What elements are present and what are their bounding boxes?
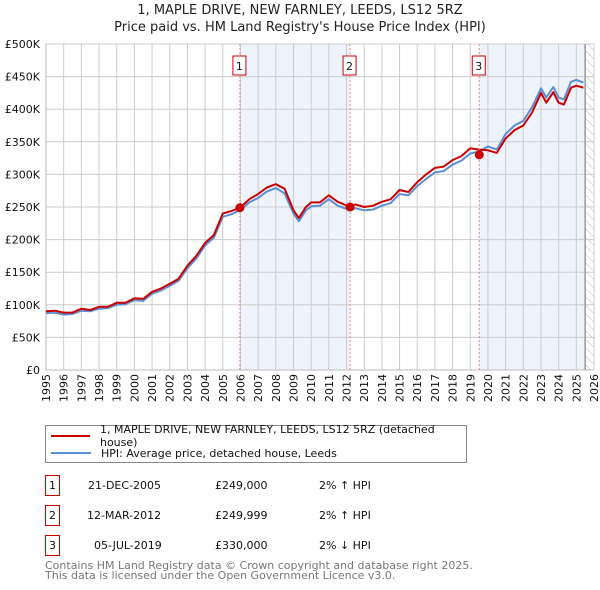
transaction-date: 21-DEC-2005 — [88, 479, 162, 492]
transaction-number: 1 — [45, 475, 60, 496]
x-tick-label: 2005 — [217, 374, 230, 402]
sale-point — [345, 202, 355, 212]
x-tick-label: 2026 — [588, 374, 600, 402]
x-tick-label: 2011 — [323, 374, 336, 402]
y-tick-label: £300K — [5, 168, 41, 181]
x-tick-label: 2024 — [553, 374, 566, 402]
x-tick-label: 2021 — [500, 374, 513, 402]
x-tick-label: 2007 — [252, 374, 265, 402]
y-tick-label: £150K — [5, 266, 41, 279]
transaction-row: 1 21-DEC-2005 £249,000 2% ↑ HPI — [45, 475, 465, 497]
x-tick-label: 2019 — [464, 374, 477, 402]
transaction-date: 12-MAR-2012 — [87, 509, 162, 522]
x-tick-label: 2009 — [287, 374, 300, 402]
transaction-price: £249,000 — [215, 479, 268, 492]
x-tick-label: 2001 — [146, 374, 159, 402]
x-tick-label: 1999 — [111, 374, 124, 402]
sale-label: 3 — [475, 60, 482, 73]
x-tick-label: 1998 — [93, 374, 106, 402]
price-chart: 1995 1996 1997 1998 1999 2000 2001 2002 2003 2004… — [5, 38, 600, 402]
x-tick-label: 2016 — [411, 374, 424, 402]
y-tick-label: £200K — [5, 234, 41, 247]
y-tick-label: £50K — [12, 331, 41, 344]
transaction-hpi: 2% ↓ HPI — [319, 539, 371, 552]
transaction-row: 2 12-MAR-2012 £249,999 2% ↑ HPI — [45, 505, 465, 527]
property-price-line — [45, 84, 584, 314]
transaction-hpi: 2% ↑ HPI — [319, 509, 371, 522]
legend-swatch-red — [51, 435, 90, 437]
x-tick-label: 2004 — [199, 374, 212, 402]
legend-label: HPI: Average price, detached house, Leed… — [101, 446, 337, 460]
chart-title: 1, MAPLE DRIVE, NEW FARNLEY, LEEDS, LS12… — [137, 3, 463, 18]
chart-subtitle: Price paid vs. HM Land Registry's House … — [114, 20, 486, 35]
x-tick-label: 2013 — [358, 374, 371, 402]
x-tick-label: 2015 — [394, 374, 407, 402]
transaction-date: 05-JUL-2019 — [94, 539, 162, 552]
transaction-price: £330,000 — [215, 539, 268, 552]
x-tick-label: 2023 — [535, 374, 548, 402]
x-tick-label: 1996 — [58, 374, 71, 402]
transaction-hpi: 2% ↑ HPI — [319, 479, 371, 492]
x-tick-label: 1995 — [40, 374, 53, 402]
sale-point — [235, 203, 245, 213]
transaction-price: £249,999 — [215, 509, 268, 522]
legend-item-hpi: HPI: Average price, detached house, Leed… — [51, 445, 337, 461]
x-tick-label: 2010 — [305, 374, 318, 402]
y-tick-label: £250K — [5, 201, 41, 214]
x-tick-label: 2018 — [447, 374, 460, 402]
sale-point — [474, 150, 484, 160]
x-tick-label: 2014 — [376, 374, 389, 402]
y-tick-label: £100K — [5, 299, 41, 312]
x-tick-label: 2002 — [164, 374, 177, 402]
x-tick-label: 2022 — [517, 374, 530, 402]
footer-licence: This data is licensed under the Open Gov… — [45, 569, 396, 582]
sale-label: 1 — [236, 60, 243, 73]
x-tick-label: 2012 — [341, 374, 354, 402]
x-tick-label: 1997 — [75, 374, 88, 402]
legend-label: 1, MAPLE DRIVE, NEW FARNLEY, LEEDS, LS12… — [99, 423, 435, 449]
legend-swatch-blue — [51, 452, 91, 454]
x-tick-label: 2008 — [270, 374, 283, 402]
hpi-line — [45, 78, 584, 316]
y-tick-label: £500K — [5, 38, 41, 51]
y-tick-label: £0 — [26, 364, 40, 377]
legend-item-property: 1, MAPLE DRIVE, NEW FARNLEY, LEEDS, LS12… — [51, 423, 466, 449]
x-tick-label: 2000 — [128, 374, 141, 402]
transaction-number: 3 — [45, 535, 60, 556]
x-tick-label: 2006 — [234, 374, 247, 402]
sale-label-box — [342, 55, 357, 76]
sale-label: 2 — [346, 60, 353, 73]
x-tick-label: 2020 — [482, 374, 495, 402]
y-tick-label: £350K — [5, 136, 41, 149]
x-tick-label: 2003 — [181, 374, 194, 402]
y-tick-label: £400K — [5, 103, 41, 116]
x-tick-label: 2017 — [429, 374, 442, 402]
x-tick-label: 2025 — [570, 374, 583, 402]
sale-label-box — [232, 55, 247, 76]
y-tick-label: £450K — [5, 71, 41, 84]
sale-label-box — [471, 55, 486, 76]
footer-copyright: Contains HM Land Registry data © Crown c… — [45, 559, 473, 572]
legend: 1, MAPLE DRIVE, NEW FARNLEY, LEEDS, LS12… — [45, 423, 467, 463]
transaction-row: 3 05-JUL-2019 £330,000 2% ↓ HPI — [45, 535, 465, 557]
transaction-number: 2 — [45, 505, 60, 526]
